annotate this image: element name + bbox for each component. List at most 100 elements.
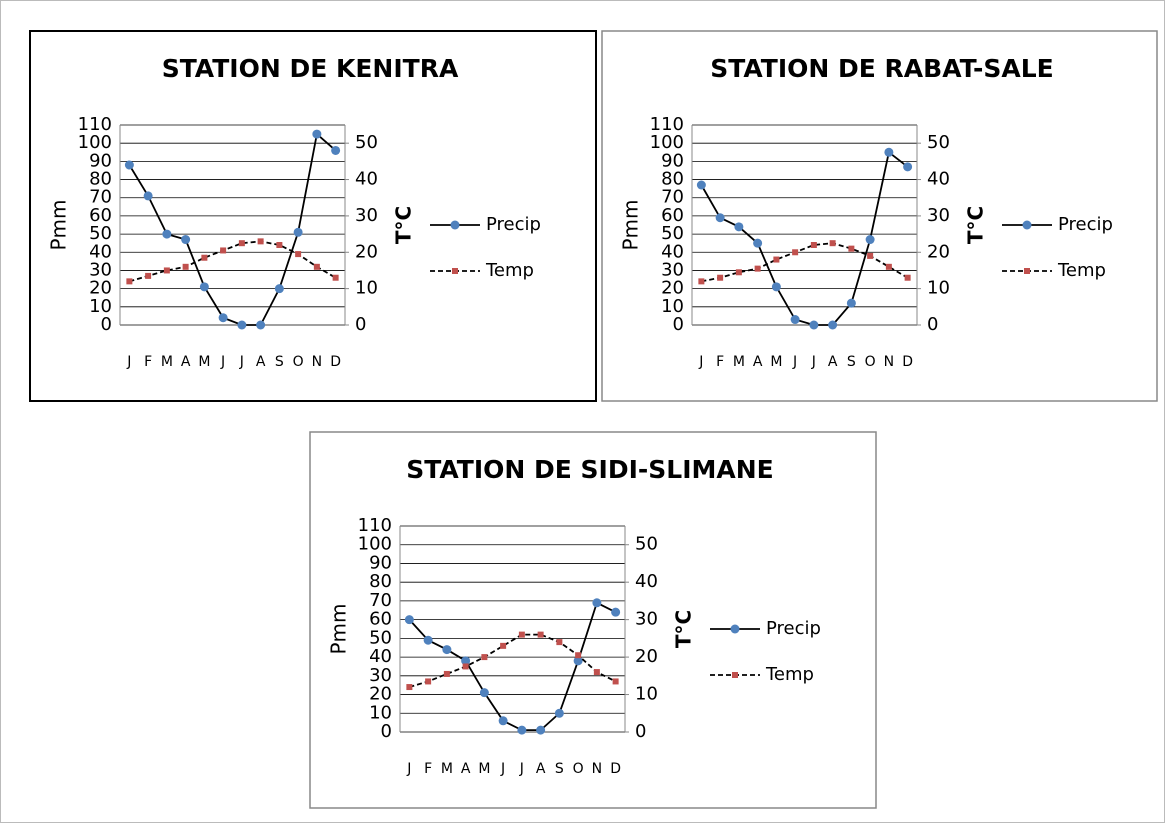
temp-marker xyxy=(848,245,855,252)
temp-marker xyxy=(126,278,133,285)
y-tick-label: 30 xyxy=(661,259,684,280)
precip-marker xyxy=(884,147,894,157)
legend-label: Precip xyxy=(766,618,821,639)
precip-marker xyxy=(790,315,800,325)
precip-marker xyxy=(903,162,913,172)
y-tick-label: 0 xyxy=(101,314,112,335)
y2-tick-label: 30 xyxy=(927,205,950,226)
y2-tick-label: 30 xyxy=(355,205,378,226)
precip-marker xyxy=(423,635,433,645)
precip-marker xyxy=(734,222,744,232)
precip-marker xyxy=(715,213,725,223)
precip-marker xyxy=(331,145,341,155)
temp-marker xyxy=(885,263,892,270)
legend-marker xyxy=(1024,268,1030,274)
chart-title: STATION DE SIDI-SLIMANE xyxy=(406,455,774,484)
precip-marker xyxy=(573,656,583,666)
y-tick-label: 70 xyxy=(661,187,684,208)
legend-label: Temp xyxy=(485,260,534,281)
y-tick-label: 50 xyxy=(89,223,112,244)
y2-tick-label: 50 xyxy=(927,132,950,153)
x-tick-label: N xyxy=(884,354,894,370)
precip-marker xyxy=(696,180,706,190)
y-tick-label: 110 xyxy=(358,515,392,536)
precip-marker xyxy=(771,282,781,292)
y-tick-label: 20 xyxy=(661,278,684,299)
precip-marker xyxy=(218,313,228,323)
y-tick-label: 10 xyxy=(89,296,112,317)
y2-tick-label: 0 xyxy=(355,314,366,335)
chart-panel: STATION DE RABAT-SALE0102030405060708090… xyxy=(601,30,1158,402)
y-axis-label: Pmm xyxy=(47,199,71,250)
x-tick-label: N xyxy=(592,761,602,777)
temp-marker xyxy=(201,254,208,261)
temp-marker xyxy=(773,256,780,263)
series-line xyxy=(128,132,337,326)
x-tick-label: S xyxy=(555,761,564,777)
temp-marker xyxy=(406,684,413,691)
x-tick-label: S xyxy=(275,354,284,370)
y2-tick-label: 20 xyxy=(927,241,950,262)
y-tick-label: 0 xyxy=(381,721,392,742)
temp-marker xyxy=(220,247,227,254)
y-tick-label: 60 xyxy=(661,205,684,226)
precip-marker xyxy=(256,320,266,330)
temp-marker xyxy=(518,631,525,638)
x-tick-label: F xyxy=(424,761,432,777)
y-axis-label: Pmm xyxy=(619,199,643,250)
precip-marker xyxy=(442,645,452,655)
x-tick-label: J xyxy=(126,354,131,370)
x-tick-label: J xyxy=(698,354,703,370)
precip-marker xyxy=(199,282,209,292)
y2-axis-label: T°C xyxy=(964,206,988,244)
y2-tick-label: 10 xyxy=(355,278,378,299)
precip-marker xyxy=(554,708,564,718)
y2-tick-label: 40 xyxy=(927,169,950,190)
x-tick-label: A xyxy=(181,354,191,370)
precip-marker xyxy=(611,607,621,617)
x-tick-label: O xyxy=(865,354,876,370)
precip-marker xyxy=(143,191,153,201)
x-tick-label: A xyxy=(461,761,471,777)
x-tick-label: M xyxy=(770,354,782,370)
temp-marker xyxy=(481,654,488,661)
x-tick-label: N xyxy=(312,354,322,370)
y2-tick-label: 0 xyxy=(635,721,646,742)
y-tick-label: 90 xyxy=(661,150,684,171)
precip-marker xyxy=(479,688,489,698)
y-tick-label: 0 xyxy=(673,314,684,335)
x-tick-label: D xyxy=(902,354,913,370)
precip-marker xyxy=(809,320,819,330)
legend-marker xyxy=(1022,220,1032,230)
precip-marker xyxy=(592,598,602,608)
y-tick-label: 40 xyxy=(89,241,112,262)
y2-axis-label: T°C xyxy=(672,610,696,648)
x-tick-label: J xyxy=(792,354,797,370)
x-tick-label: D xyxy=(610,761,621,777)
temp-marker xyxy=(612,678,619,685)
legend-label: Precip xyxy=(486,214,541,235)
precip-marker xyxy=(461,656,471,666)
precip-marker xyxy=(828,320,838,330)
temp-marker xyxy=(313,263,320,270)
y-tick-label: 30 xyxy=(369,665,392,686)
x-tick-label: M xyxy=(441,761,453,777)
temp-marker xyxy=(462,663,469,670)
temp-marker xyxy=(698,278,705,285)
series-line xyxy=(701,242,909,283)
x-tick-label: S xyxy=(847,354,856,370)
x-tick-label: A xyxy=(256,354,266,370)
temp-marker xyxy=(717,274,724,281)
x-tick-label: M xyxy=(478,761,490,777)
y-axis-label: Pmm xyxy=(327,603,351,654)
x-tick-label: D xyxy=(330,354,341,370)
legend-marker xyxy=(732,672,738,678)
temp-marker xyxy=(792,249,799,256)
precip-marker xyxy=(498,716,508,726)
precip-marker xyxy=(517,725,527,735)
precip-marker xyxy=(162,229,172,239)
x-tick-label: J xyxy=(811,354,816,370)
y-tick-label: 20 xyxy=(369,684,392,705)
y-tick-label: 80 xyxy=(369,571,392,592)
